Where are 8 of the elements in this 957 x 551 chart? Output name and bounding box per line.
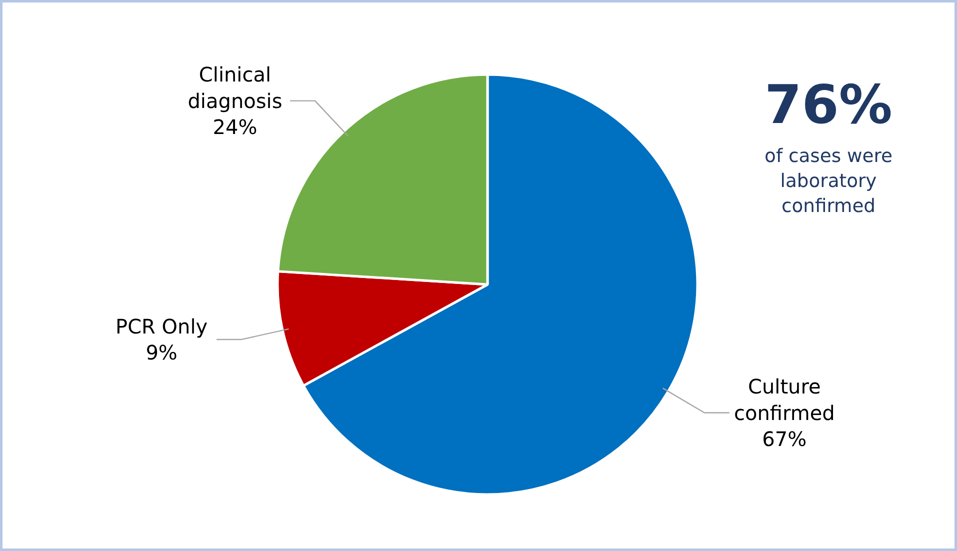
- slice-label: PCR Only: [116, 314, 208, 338]
- data-label: 67%: [762, 427, 807, 452]
- data-label: 24%: [212, 115, 258, 140]
- text: of cases were laboratory confirmed: [764, 146, 892, 218]
- text: 76%: [764, 73, 892, 136]
- data-label: 9%: [146, 340, 178, 365]
- slice-label: Culture confirmed: [734, 374, 835, 425]
- slice-label: Clinical diagnosis: [188, 62, 282, 113]
